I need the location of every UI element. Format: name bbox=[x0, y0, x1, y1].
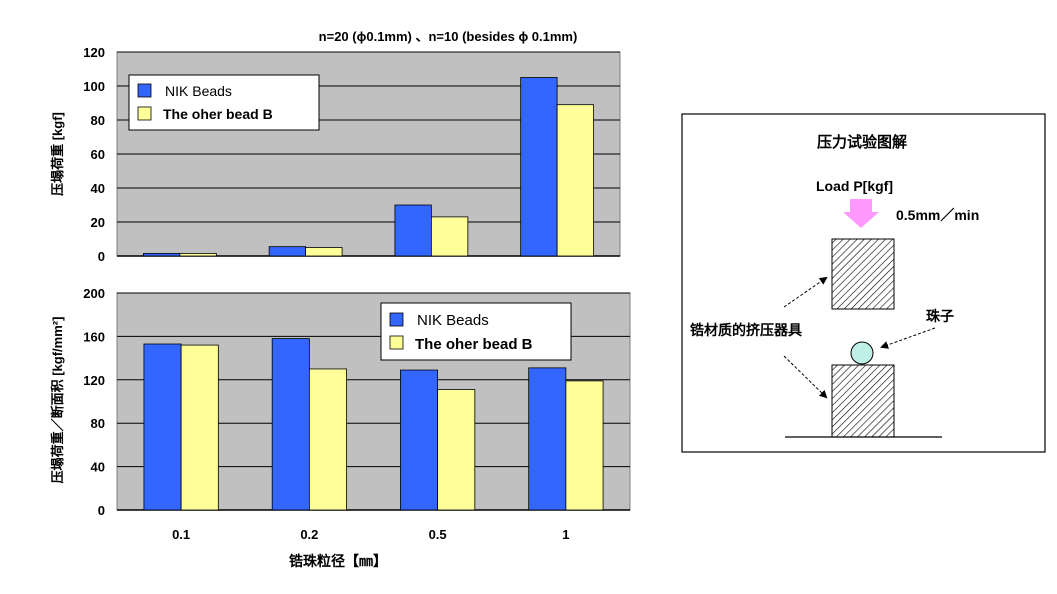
bottom-chart-y-tick-label: 160 bbox=[83, 329, 105, 344]
top-chart-bar-other-0.2 bbox=[305, 247, 343, 257]
top-chart-bar-other-1 bbox=[556, 104, 594, 257]
top-legend-label-nik: NIK Beads bbox=[165, 83, 232, 99]
top-legend-swatch-other bbox=[137, 106, 152, 121]
bottom-chart-bar-other-1 bbox=[565, 380, 604, 511]
bottom-chart: 0 40 80 120 160 200 0.1 0.2 0.5 1 压塌荷重／断面积 [kgf/… bbox=[50, 286, 631, 569]
top-chart-y-tick-label: 80 bbox=[91, 113, 105, 128]
top-legend-swatch-nik bbox=[137, 83, 152, 98]
upper-press-block bbox=[831, 238, 895, 310]
top-chart-bar-nik-0.2 bbox=[268, 246, 307, 257]
top-legend-box bbox=[128, 74, 320, 131]
bottom-chart-x-tick-label: 0.2 bbox=[300, 527, 318, 542]
bottom-chart-bar-other-0.1 bbox=[180, 344, 219, 511]
bottom-chart-legend: NIK Beads The oher bead B bbox=[380, 302, 572, 361]
bottom-chart-y-tick-label: 120 bbox=[83, 373, 105, 388]
load-arrow-icon bbox=[843, 199, 879, 228]
top-chart-bars bbox=[143, 77, 594, 257]
bottom-chart-y-tick-label: 40 bbox=[91, 460, 105, 475]
bead-label: 珠子 bbox=[926, 308, 954, 324]
top-chart-y-axis-label: 压塌荷重 [kgf] bbox=[50, 112, 65, 196]
bottom-chart-x-axis-label: 锆珠粒径【㎜】 bbox=[289, 553, 387, 569]
test-diagram: 压力试验图解 Load P[kgf] 0.5mm／min 珠子 锆材质的挤压器具 bbox=[681, 113, 1046, 453]
bottom-chart-y-tick-label: 80 bbox=[91, 416, 105, 431]
bottom-chart-bar-nik-0.2 bbox=[271, 338, 310, 511]
bottom-chart-bar-other-0.2 bbox=[308, 368, 347, 511]
top-legend-label-other: The oher bead B bbox=[163, 106, 273, 122]
bottom-legend-label-other: The oher bead B bbox=[415, 336, 533, 353]
top-chart-y-tick-label: 20 bbox=[91, 215, 105, 230]
bottom-chart-bars bbox=[143, 338, 604, 511]
top-chart-bar-nik-0.5 bbox=[394, 204, 432, 257]
top-chart-y-tick-label: 40 bbox=[91, 181, 105, 196]
bottom-chart-x-tick-label: 1 bbox=[562, 527, 569, 542]
top-chart-bar-other-0.1 bbox=[179, 253, 217, 257]
top-chart-y-tick-label: 60 bbox=[91, 147, 105, 162]
top-chart-bar-other-0.5 bbox=[430, 216, 469, 257]
top-chart: n=20 (ϕ0.1mm) 、n=10 (besides ϕ 0.1mm) 0 2… bbox=[50, 29, 621, 264]
top-chart-y-tick-label: 0 bbox=[98, 249, 105, 264]
bottom-chart-x-ticks: 0.1 0.2 0.5 1 bbox=[172, 527, 569, 542]
load-label: Load P[kgf] bbox=[816, 178, 893, 194]
bottom-chart-bar-nik-0.5 bbox=[400, 369, 439, 511]
top-chart-bar-nik-1 bbox=[520, 77, 558, 257]
top-chart-y-tick-label: 100 bbox=[83, 79, 105, 94]
bottom-chart-y-ticks: 0 40 80 120 160 200 bbox=[83, 286, 105, 518]
top-chart-y-ticks: 0 20 40 60 80 100 120 bbox=[83, 45, 105, 264]
top-chart-y-tick-label: 120 bbox=[83, 45, 105, 60]
lower-press-block bbox=[831, 364, 895, 438]
speed-label: 0.5mm／min bbox=[896, 207, 979, 223]
bottom-chart-y-tick-label: 200 bbox=[83, 286, 105, 301]
bottom-chart-bar-other-0.5 bbox=[437, 389, 476, 511]
bottom-chart-x-tick-label: 0.5 bbox=[429, 527, 447, 542]
bottom-legend-box bbox=[380, 302, 572, 361]
bead-pointer-arrow bbox=[880, 327, 936, 349]
fixture-upper-pointer-arrow bbox=[783, 276, 828, 308]
diagram-title: 压力试验图解 bbox=[817, 133, 907, 151]
bottom-chart-bar-nik-1 bbox=[528, 367, 567, 511]
top-chart-title: n=20 (ϕ0.1mm) 、n=10 (besides ϕ 0.1mm) bbox=[319, 29, 578, 44]
bottom-legend-label-nik: NIK Beads bbox=[417, 312, 489, 329]
top-chart-legend: NIK Beads The oher bead B bbox=[128, 74, 320, 131]
bottom-legend-swatch-nik bbox=[389, 312, 404, 327]
bottom-legend-swatch-other bbox=[389, 335, 404, 350]
bottom-chart-y-tick-label: 0 bbox=[98, 503, 105, 518]
fixture-label: 锆材质的挤压器具 bbox=[690, 322, 802, 338]
bottom-chart-y-axis-label: 压塌荷重／断面积 [kgf/mm²] bbox=[50, 317, 65, 484]
top-chart-bar-nik-0.1 bbox=[143, 253, 181, 257]
bottom-chart-x-tick-label: 0.1 bbox=[172, 527, 190, 542]
bottom-chart-bar-nik-0.1 bbox=[143, 343, 182, 511]
bead-icon bbox=[850, 341, 874, 365]
